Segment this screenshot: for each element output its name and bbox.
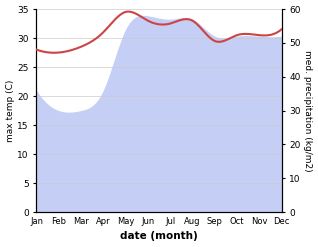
X-axis label: date (month): date (month) [120, 231, 198, 242]
Y-axis label: med. precipitation (kg/m2): med. precipitation (kg/m2) [303, 50, 313, 171]
Y-axis label: max temp (C): max temp (C) [5, 79, 15, 142]
